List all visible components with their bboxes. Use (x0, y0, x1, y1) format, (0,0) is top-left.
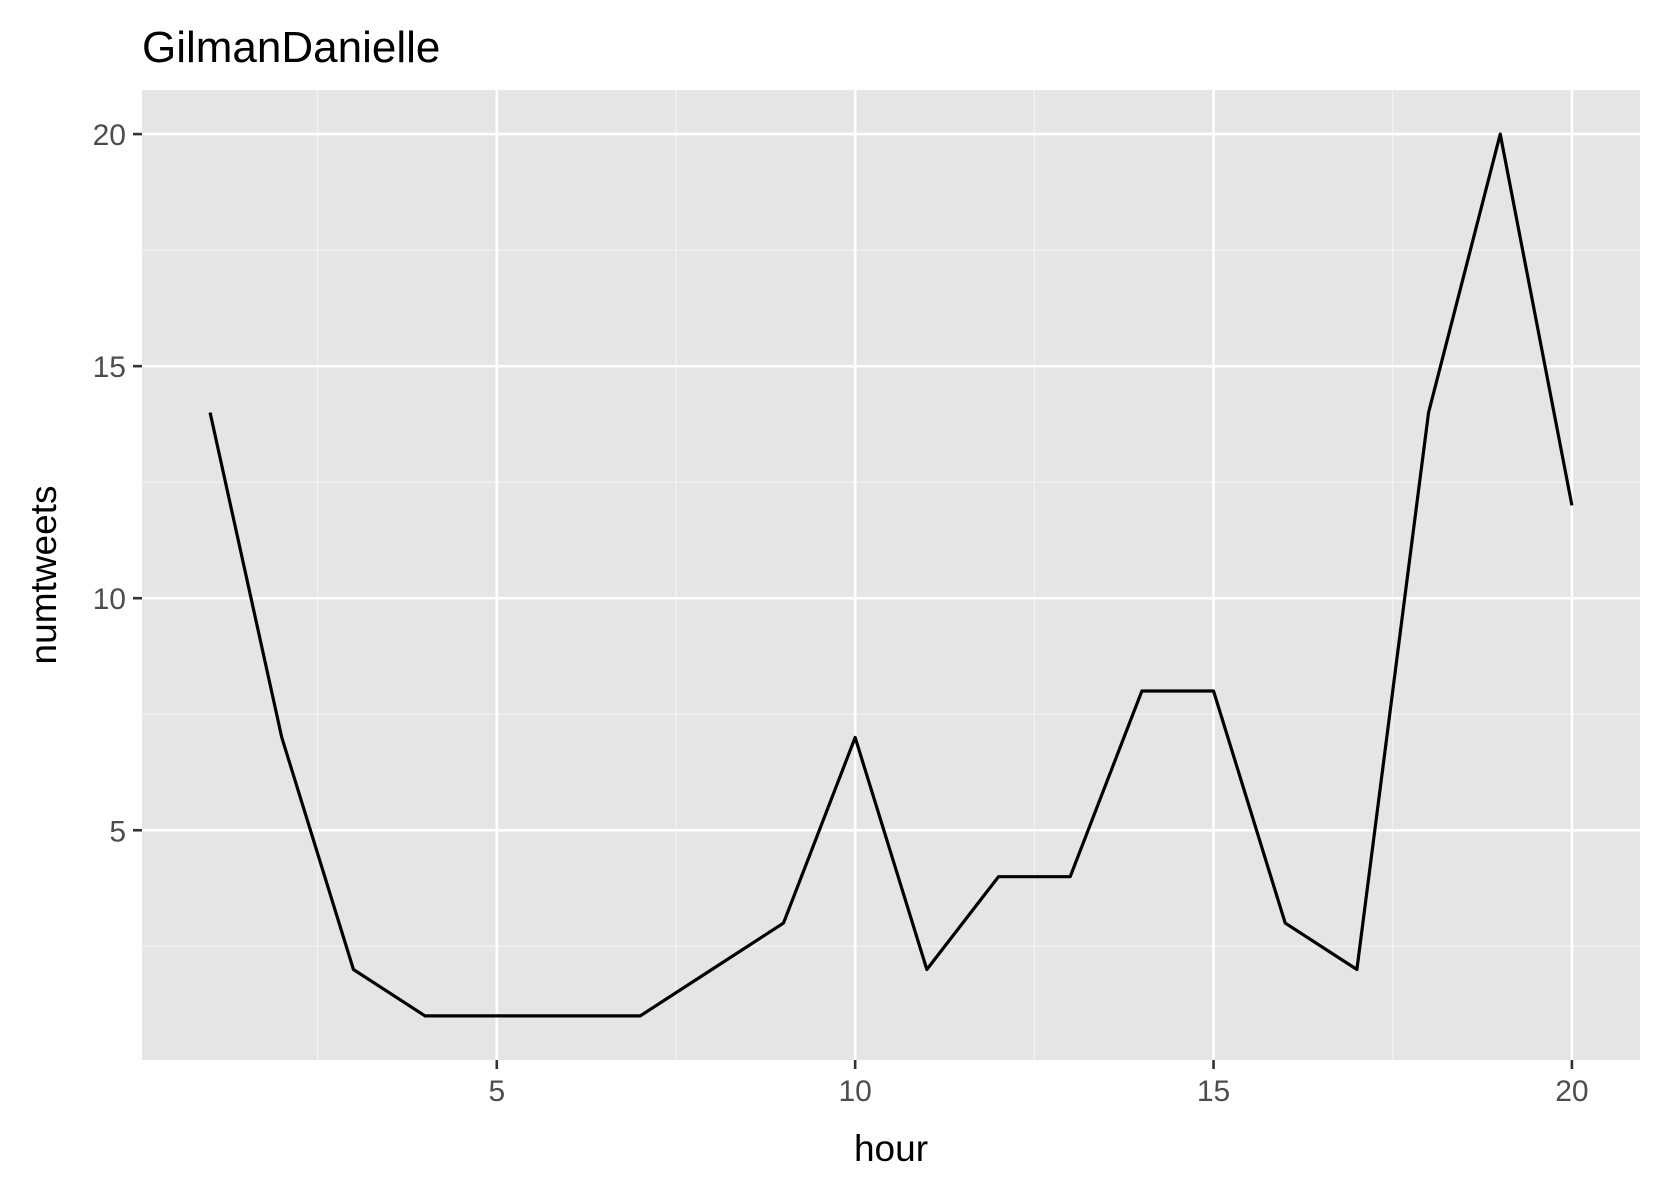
x-axis-title: hour (854, 1128, 928, 1169)
y-tick-label: 20 (93, 119, 126, 152)
major-gridlines (142, 90, 1640, 1060)
x-axis: 5 10 15 20 (488, 1060, 1589, 1108)
x-tick-label: 10 (838, 1075, 871, 1108)
chart-title: GilmanDanielle (142, 23, 440, 72)
x-tick-label: 20 (1555, 1075, 1588, 1108)
series-line (208, 132, 1574, 1018)
x-tick-label: 15 (1197, 1075, 1230, 1108)
y-axis: 5 10 15 20 (93, 119, 142, 848)
y-tick-label: 5 (109, 815, 126, 848)
y-tick-label: 10 (93, 583, 126, 616)
x-tick-label: 5 (488, 1075, 505, 1108)
y-tick-label: 15 (93, 351, 126, 384)
data-layer (208, 132, 1574, 1018)
y-axis-title: numtweets (23, 486, 64, 665)
minor-gridlines (142, 90, 1640, 1060)
plot-panel (142, 90, 1640, 1060)
